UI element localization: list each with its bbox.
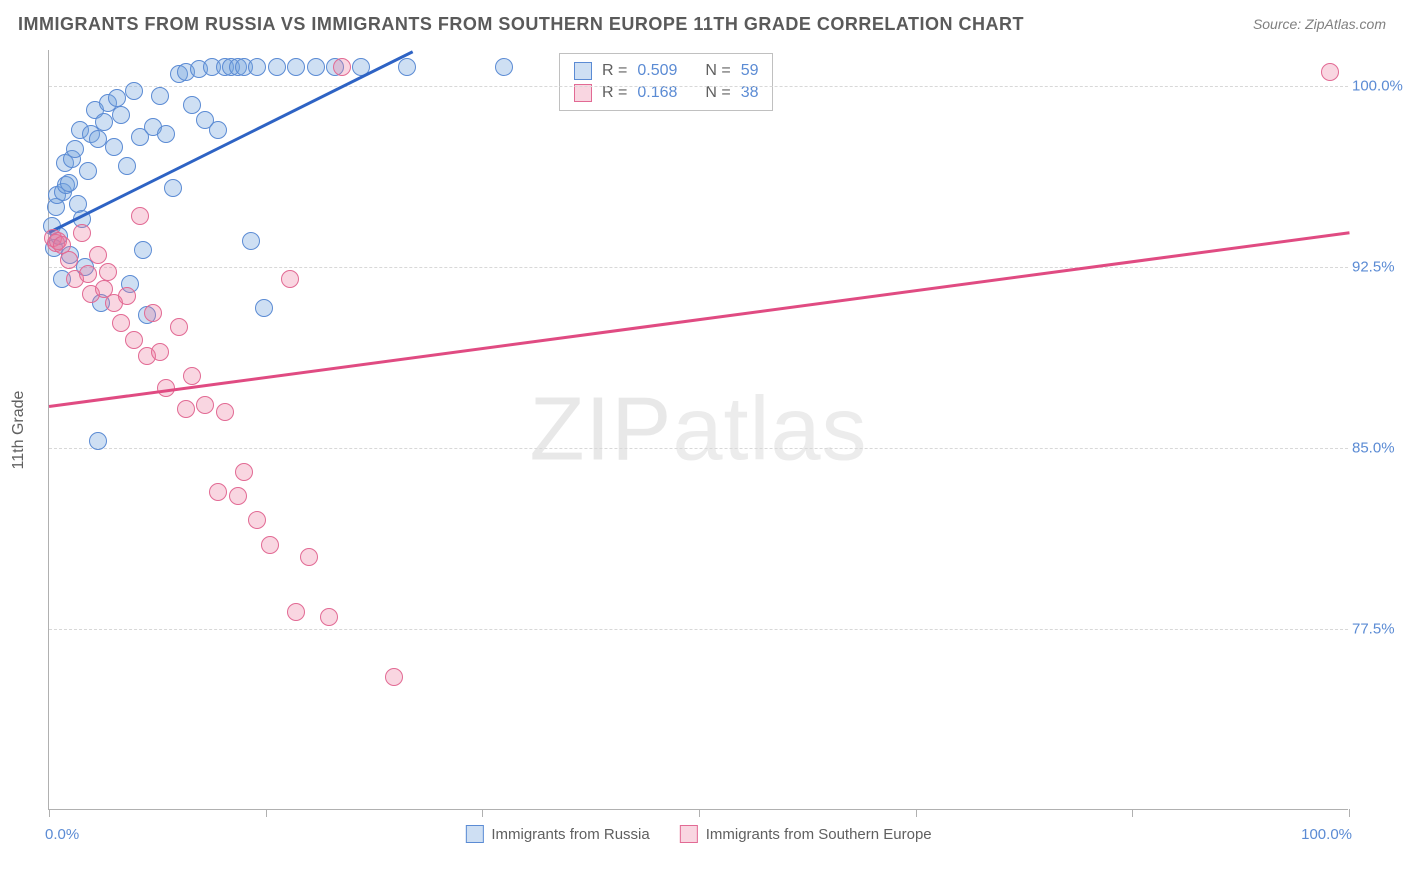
data-point	[73, 224, 91, 242]
y-tick-label: 85.0%	[1352, 440, 1404, 457]
data-point	[385, 668, 403, 686]
legend-label-russia: Immigrants from Russia	[491, 826, 649, 843]
data-point	[60, 174, 78, 192]
y-tick-label: 92.5%	[1352, 259, 1404, 276]
data-point	[108, 89, 126, 107]
watermark: ZIPatlas	[529, 378, 867, 481]
data-point	[125, 331, 143, 349]
gridline	[49, 629, 1348, 630]
data-point	[183, 367, 201, 385]
data-point	[66, 140, 84, 158]
data-point	[95, 113, 113, 131]
watermark-thin: atlas	[672, 379, 867, 479]
data-point	[112, 106, 130, 124]
data-point	[79, 162, 97, 180]
data-point	[307, 58, 325, 76]
data-point	[60, 251, 78, 269]
x-tick	[699, 809, 700, 817]
data-point	[105, 138, 123, 156]
data-point	[216, 403, 234, 421]
data-point	[79, 265, 97, 283]
correlation-legend: R = 0.509 N = 59 R = 0.168 N = 38	[559, 53, 773, 111]
data-point	[209, 483, 227, 501]
x-min-label: 0.0%	[45, 826, 79, 843]
data-point	[268, 58, 286, 76]
data-point	[1321, 63, 1339, 81]
data-point	[281, 270, 299, 288]
x-tick	[1349, 809, 1350, 817]
data-point	[144, 304, 162, 322]
data-point	[333, 58, 351, 76]
x-tick	[49, 809, 50, 817]
legend-label-southern: Immigrants from Southern Europe	[706, 826, 932, 843]
data-point	[248, 58, 266, 76]
data-point	[248, 511, 266, 529]
gridline	[49, 448, 1348, 449]
data-point	[287, 58, 305, 76]
series-legend: Immigrants from Russia Immigrants from S…	[465, 825, 931, 843]
x-tick	[916, 809, 917, 817]
data-point	[209, 121, 227, 139]
chart-container: IMMIGRANTS FROM RUSSIA VS IMMIGRANTS FRO…	[0, 0, 1406, 892]
data-point	[99, 263, 117, 281]
data-point	[118, 287, 136, 305]
data-point	[112, 314, 130, 332]
gridline	[49, 267, 1348, 268]
data-point	[151, 343, 169, 361]
swatch-russia	[574, 62, 592, 80]
data-point	[300, 548, 318, 566]
data-point	[229, 487, 247, 505]
legend-item-southern: Immigrants from Southern Europe	[680, 825, 932, 843]
source-label: Source: ZipAtlas.com	[1253, 16, 1386, 32]
watermark-bold: ZIP	[529, 379, 672, 479]
x-tick	[482, 809, 483, 817]
chart-title: IMMIGRANTS FROM RUSSIA VS IMMIGRANTS FRO…	[18, 14, 1024, 35]
swatch-russia-icon	[465, 825, 483, 843]
data-point	[170, 318, 188, 336]
data-point	[125, 82, 143, 100]
data-point	[89, 246, 107, 264]
gridline	[49, 86, 1348, 87]
data-point	[495, 58, 513, 76]
x-tick	[266, 809, 267, 817]
data-point	[287, 603, 305, 621]
data-point	[183, 96, 201, 114]
y-tick-label: 100.0%	[1352, 78, 1404, 95]
swatch-southern-icon	[680, 825, 698, 843]
data-point	[398, 58, 416, 76]
r-label: R =	[602, 62, 627, 80]
legend-item-russia: Immigrants from Russia	[465, 825, 649, 843]
data-point	[255, 299, 273, 317]
data-point	[320, 608, 338, 626]
x-tick	[1132, 809, 1133, 817]
trend-line	[49, 231, 1349, 407]
data-point	[134, 241, 152, 259]
data-point	[118, 157, 136, 175]
plot-area: ZIPatlas R = 0.509 N = 59 R = 0.168 N = …	[48, 50, 1348, 810]
data-point	[151, 87, 169, 105]
n-label: N =	[705, 62, 730, 80]
data-point	[235, 463, 253, 481]
data-point	[157, 125, 175, 143]
data-point	[261, 536, 279, 554]
data-point	[242, 232, 260, 250]
x-max-label: 100.0%	[1301, 826, 1352, 843]
r-value-russia: 0.509	[637, 62, 687, 80]
y-axis-label: 11th Grade	[10, 391, 28, 470]
y-tick-label: 77.5%	[1352, 621, 1404, 638]
data-point	[177, 400, 195, 418]
data-point	[196, 396, 214, 414]
data-point	[131, 207, 149, 225]
legend-row-russia: R = 0.509 N = 59	[574, 60, 758, 82]
data-point	[164, 179, 182, 197]
data-point	[89, 432, 107, 450]
n-value-russia: 59	[741, 62, 759, 80]
